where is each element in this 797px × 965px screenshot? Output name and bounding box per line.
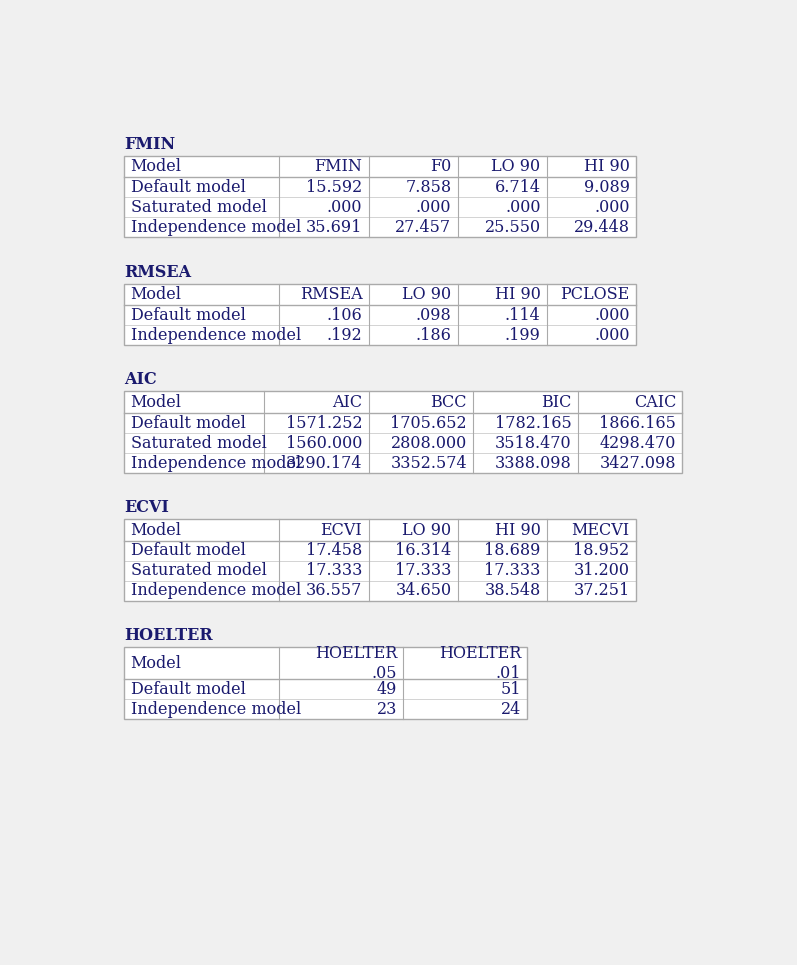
- Text: ECVI: ECVI: [320, 521, 363, 538]
- Text: 35.691: 35.691: [306, 219, 363, 236]
- Text: 9.089: 9.089: [583, 179, 630, 196]
- Text: 1782.165: 1782.165: [495, 415, 571, 431]
- Text: .199: .199: [505, 327, 540, 344]
- Text: CAIC: CAIC: [634, 394, 676, 411]
- Text: BIC: BIC: [541, 394, 571, 411]
- Text: HI 90: HI 90: [584, 158, 630, 175]
- Text: BCC: BCC: [430, 394, 467, 411]
- Text: 3290.174: 3290.174: [286, 455, 363, 472]
- Text: 18.952: 18.952: [574, 542, 630, 560]
- Text: Saturated model: Saturated model: [131, 434, 266, 452]
- Text: 17.333: 17.333: [395, 563, 451, 579]
- Text: AIC: AIC: [332, 394, 363, 411]
- Text: Independence model: Independence model: [131, 455, 301, 472]
- Text: 3518.470: 3518.470: [495, 434, 571, 452]
- Text: LO 90: LO 90: [492, 158, 540, 175]
- Text: Default model: Default model: [131, 179, 245, 196]
- Text: FMIN: FMIN: [124, 136, 175, 152]
- Text: RMSEA: RMSEA: [124, 263, 191, 281]
- Text: 1560.000: 1560.000: [286, 434, 363, 452]
- Text: .106: .106: [327, 307, 363, 323]
- Text: HOELTER
.01: HOELTER .01: [439, 645, 521, 681]
- Text: ECVI: ECVI: [124, 499, 169, 516]
- Text: 51: 51: [501, 681, 521, 698]
- Text: 1705.652: 1705.652: [391, 415, 467, 431]
- Text: Default model: Default model: [131, 307, 245, 323]
- Text: Model: Model: [131, 394, 182, 411]
- Text: FMIN: FMIN: [315, 158, 363, 175]
- Text: 24: 24: [501, 701, 521, 718]
- Text: RMSEA: RMSEA: [300, 286, 363, 303]
- Text: .000: .000: [595, 199, 630, 216]
- Text: .000: .000: [505, 199, 540, 216]
- Text: Saturated model: Saturated model: [131, 563, 266, 579]
- Text: HI 90: HI 90: [495, 521, 540, 538]
- Text: 17.458: 17.458: [306, 542, 363, 560]
- Text: Default model: Default model: [131, 415, 245, 431]
- Bar: [124, 284, 636, 345]
- Text: .000: .000: [595, 327, 630, 344]
- Text: Independence model: Independence model: [131, 583, 301, 599]
- Text: 1571.252: 1571.252: [286, 415, 363, 431]
- Text: LO 90: LO 90: [402, 521, 451, 538]
- Text: 4298.470: 4298.470: [600, 434, 676, 452]
- Text: 17.333: 17.333: [306, 563, 363, 579]
- Text: .186: .186: [415, 327, 451, 344]
- Text: 18.689: 18.689: [485, 542, 540, 560]
- Text: Model: Model: [131, 655, 182, 672]
- Text: 25.550: 25.550: [485, 219, 540, 236]
- Text: Independence model: Independence model: [131, 327, 301, 344]
- Bar: [124, 155, 636, 237]
- Text: 34.650: 34.650: [395, 583, 451, 599]
- Text: 1866.165: 1866.165: [599, 415, 676, 431]
- Text: 7.858: 7.858: [406, 179, 451, 196]
- Text: 3388.098: 3388.098: [495, 455, 571, 472]
- Text: .000: .000: [595, 307, 630, 323]
- Text: Default model: Default model: [131, 681, 245, 698]
- Bar: [124, 392, 682, 473]
- Text: 36.557: 36.557: [306, 583, 363, 599]
- Text: Independence model: Independence model: [131, 701, 301, 718]
- Text: .192: .192: [327, 327, 363, 344]
- Text: 38.548: 38.548: [485, 583, 540, 599]
- Text: .114: .114: [505, 307, 540, 323]
- Text: .098: .098: [416, 307, 451, 323]
- Text: Independence model: Independence model: [131, 219, 301, 236]
- Text: HOELTER: HOELTER: [124, 627, 213, 644]
- Text: 6.714: 6.714: [495, 179, 540, 196]
- Text: 15.592: 15.592: [306, 179, 363, 196]
- Text: 17.333: 17.333: [485, 563, 540, 579]
- Text: 23: 23: [377, 701, 397, 718]
- Text: 2808.000: 2808.000: [391, 434, 467, 452]
- Text: PCLOSE: PCLOSE: [560, 286, 630, 303]
- Text: 16.314: 16.314: [395, 542, 451, 560]
- Text: MECVI: MECVI: [571, 521, 630, 538]
- Text: Default model: Default model: [131, 542, 245, 560]
- Text: 27.457: 27.457: [395, 219, 451, 236]
- Text: HOELTER
.05: HOELTER .05: [315, 645, 397, 681]
- Text: 29.448: 29.448: [574, 219, 630, 236]
- Text: 3352.574: 3352.574: [391, 455, 467, 472]
- Text: Model: Model: [131, 286, 182, 303]
- Text: HI 90: HI 90: [495, 286, 540, 303]
- Text: .000: .000: [416, 199, 451, 216]
- Text: 49: 49: [377, 681, 397, 698]
- Text: 37.251: 37.251: [574, 583, 630, 599]
- Text: Model: Model: [131, 521, 182, 538]
- Bar: [124, 648, 528, 720]
- Text: 3427.098: 3427.098: [599, 455, 676, 472]
- Text: AIC: AIC: [124, 372, 157, 389]
- Text: .000: .000: [327, 199, 363, 216]
- Text: 31.200: 31.200: [574, 563, 630, 579]
- Text: Model: Model: [131, 158, 182, 175]
- Text: LO 90: LO 90: [402, 286, 451, 303]
- Text: Saturated model: Saturated model: [131, 199, 266, 216]
- Bar: [124, 519, 636, 601]
- Text: F0: F0: [430, 158, 451, 175]
